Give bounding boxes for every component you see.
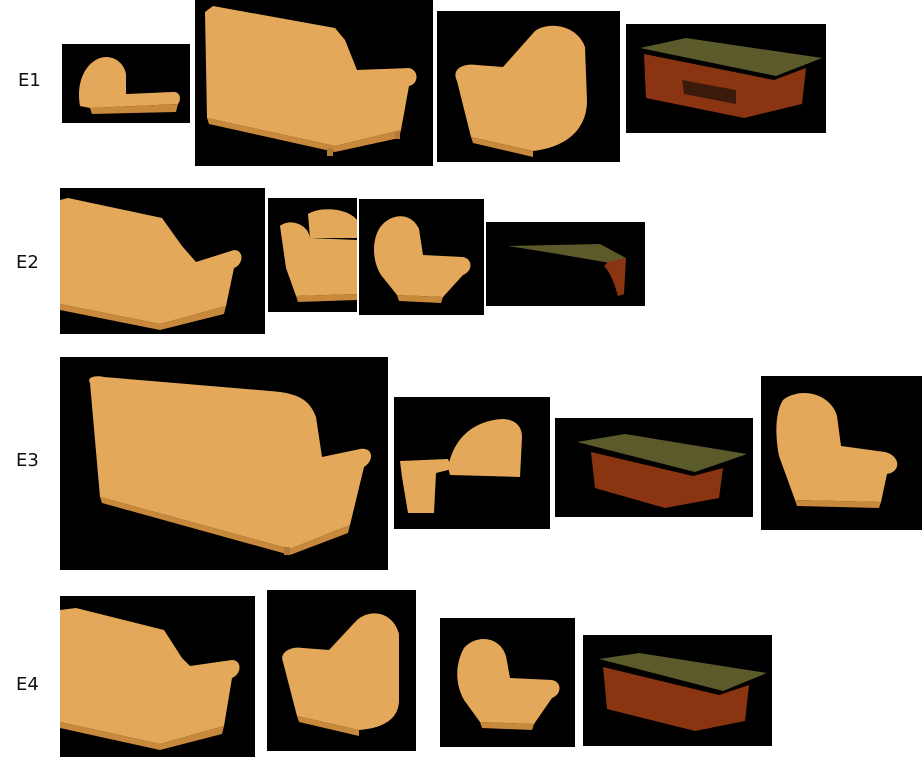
e4-armchair-back-image: [267, 590, 416, 751]
e4-sofa-back-image: [60, 596, 255, 757]
e4-coffee-table-image: [583, 635, 772, 746]
e2-sofa-back-image: [60, 188, 265, 334]
row-label-e2: E2: [16, 252, 39, 273]
e2-table-fragment-image: [486, 222, 645, 306]
row-label-e3: E3: [16, 450, 39, 471]
e2-armchair-fragment-image: [268, 198, 357, 312]
e3-coffee-table-image: [555, 418, 753, 517]
e1-sofa-back-image: [195, 0, 433, 166]
e1-armrest-fragment-image: [62, 44, 190, 123]
e2-armchair-image: [359, 199, 484, 315]
row-label-e1: E1: [18, 70, 41, 91]
e1-coffee-table-image: [626, 24, 826, 133]
e3-sofa-fragment-image: [394, 397, 550, 529]
row-label-e4: E4: [16, 674, 39, 695]
e3-armchair-front-image: [761, 376, 922, 530]
e1-armchair-back-image: [437, 11, 620, 162]
e4-armchair-small-image: [440, 618, 575, 747]
e3-sofa-back-large-image: [60, 357, 388, 570]
